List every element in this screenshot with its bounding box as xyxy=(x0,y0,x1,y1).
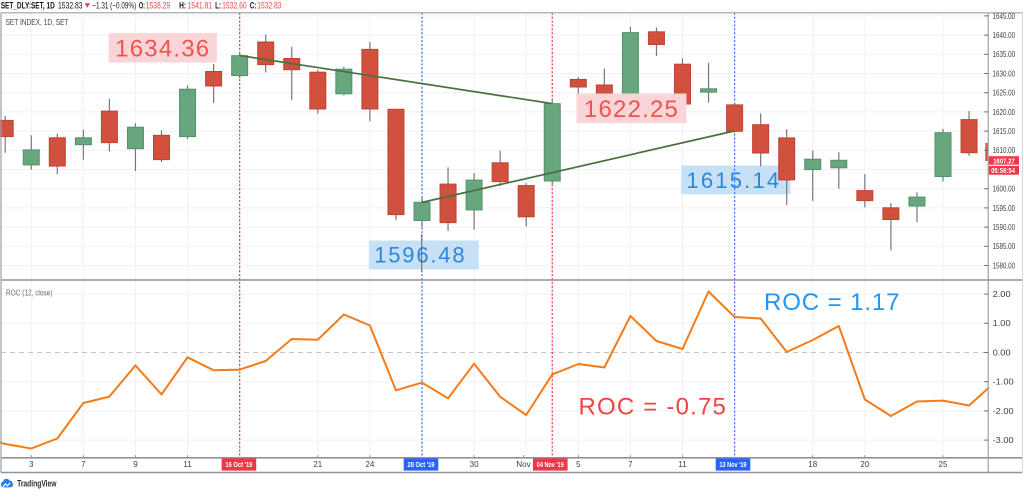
svg-text:21: 21 xyxy=(313,460,322,469)
svg-text:ROC (12, close): ROC (12, close) xyxy=(6,288,53,298)
svg-text:7: 7 xyxy=(628,460,633,469)
svg-text:ROC = 1.17: ROC = 1.17 xyxy=(764,289,900,316)
svg-text:SET INDEX, 1D, SET: SET INDEX, 1D, SET xyxy=(6,17,69,27)
svg-text:05:56:54: 05:56:54 xyxy=(991,168,1015,175)
svg-text:0.00: 0.00 xyxy=(993,348,1012,357)
svg-text:Nov: Nov xyxy=(516,460,530,469)
svg-text:04 Nov '19: 04 Nov '19 xyxy=(537,462,564,469)
svg-text:TradingView: TradingView xyxy=(17,479,57,489)
svg-text:1580.00: 1580.00 xyxy=(993,261,1016,270)
svg-text:1615.14: 1615.14 xyxy=(686,168,781,193)
svg-text:O:: O: xyxy=(139,1,145,11)
svg-text:1634.36: 1634.36 xyxy=(115,35,210,62)
svg-text:1585.00: 1585.00 xyxy=(993,242,1016,251)
svg-text:1615.00: 1615.00 xyxy=(993,127,1016,136)
svg-text:ROC = -0.75: ROC = -0.75 xyxy=(579,394,728,421)
svg-text:11: 11 xyxy=(183,460,192,469)
svg-text:1596.48: 1596.48 xyxy=(374,243,466,268)
svg-text:9: 9 xyxy=(133,460,138,469)
svg-text:16 Oct '19: 16 Oct '19 xyxy=(225,462,252,469)
svg-text:H:: H: xyxy=(179,1,186,11)
svg-text:1625.00: 1625.00 xyxy=(993,89,1016,98)
svg-text:1600.00: 1600.00 xyxy=(993,185,1016,194)
svg-text:1532.60: 1532.60 xyxy=(222,1,247,11)
svg-text:3: 3 xyxy=(29,460,34,469)
svg-text:-1.00: -1.00 xyxy=(993,378,1015,387)
svg-text:-3.00: -3.00 xyxy=(993,436,1015,445)
svg-text:13 Nov '19: 13 Nov '19 xyxy=(720,462,747,469)
svg-text:1538.29: 1538.29 xyxy=(146,1,171,11)
svg-text:1541.81: 1541.81 xyxy=(188,1,213,11)
svg-text:11: 11 xyxy=(678,460,687,469)
svg-text:1532.83: 1532.83 xyxy=(58,1,83,11)
svg-text:24: 24 xyxy=(365,460,374,469)
svg-text:1595.00: 1595.00 xyxy=(993,204,1016,213)
svg-text:L:: L: xyxy=(215,1,221,11)
svg-text:25: 25 xyxy=(939,460,948,469)
svg-text:1590.00: 1590.00 xyxy=(993,223,1016,232)
svg-text:1620.00: 1620.00 xyxy=(993,108,1016,117)
svg-text:1610.00: 1610.00 xyxy=(993,146,1016,155)
svg-text:C:: C: xyxy=(250,1,257,11)
svg-text:SET_DLY:SET, 1D: SET_DLY:SET, 1D xyxy=(1,1,55,11)
svg-text:-2.00: -2.00 xyxy=(993,407,1015,416)
svg-text:28 Oct '19: 28 Oct '19 xyxy=(408,462,435,469)
svg-text:1640.00: 1640.00 xyxy=(993,31,1016,40)
svg-text:2.00: 2.00 xyxy=(993,290,1012,299)
svg-text:1630.00: 1630.00 xyxy=(993,69,1016,78)
svg-text:30: 30 xyxy=(470,460,479,469)
svg-text:20: 20 xyxy=(860,460,869,469)
svg-text:1645.00: 1645.00 xyxy=(993,12,1016,21)
svg-text:1607.27: 1607.27 xyxy=(993,158,1015,165)
svg-text:1.00: 1.00 xyxy=(993,319,1012,328)
svg-text:1532.83: 1532.83 xyxy=(257,1,281,11)
svg-text:−1.31 (−0.09%): −1.31 (−0.09%) xyxy=(92,1,136,11)
svg-text:7: 7 xyxy=(81,460,86,469)
svg-text:5: 5 xyxy=(576,460,581,469)
svg-text:18: 18 xyxy=(808,460,817,469)
svg-text:1622.25: 1622.25 xyxy=(584,96,679,123)
svg-text:1635.00: 1635.00 xyxy=(993,50,1016,59)
